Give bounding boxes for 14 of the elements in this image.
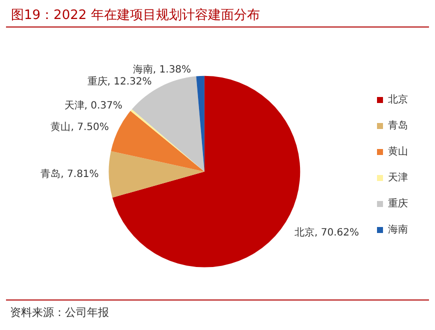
legend-label: 海南 [388,224,408,236]
chart-title: 图19：2022 年在建项目规划计容建面分布 [11,7,260,23]
legend-label: 天津 [388,172,408,184]
data-label: 青岛, 7.81% [40,168,99,180]
legend-label: 北京 [388,94,408,106]
data-label: 海南, 1.38% [132,63,192,76]
data-label: 北京, 70.62% [294,226,360,238]
legend-label: 青岛 [388,120,408,132]
data-label: 重庆, 12.32% [87,75,152,88]
text: 资料来源：公司年报 [10,306,109,319]
data-label: 黄山, 7.50% [50,120,109,133]
legend-label: 黄山 [388,146,408,158]
data-label: 天津, 0.37% [64,100,122,112]
legend-label: 重庆 [388,198,408,210]
